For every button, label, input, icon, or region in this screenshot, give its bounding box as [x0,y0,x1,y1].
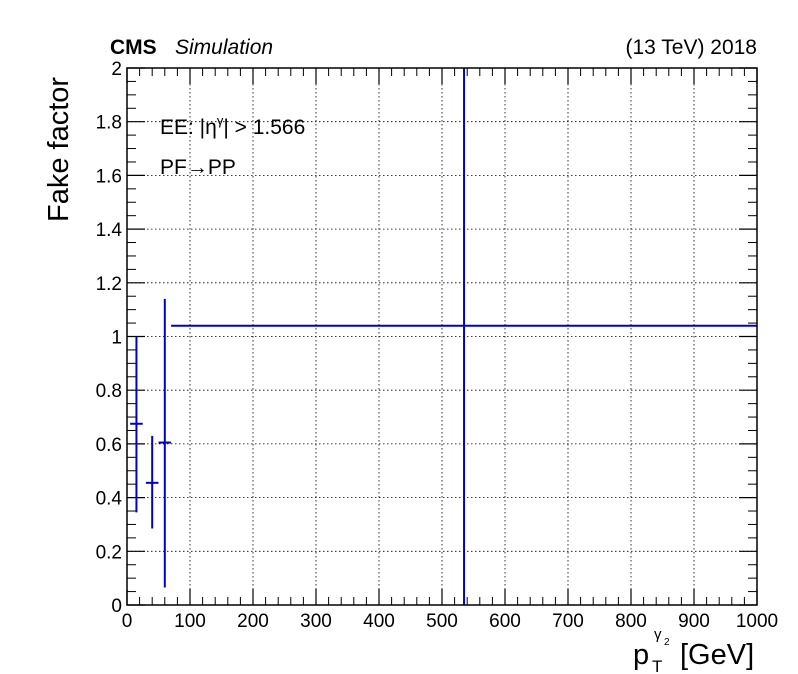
y-tick-label: 1.8 [96,113,122,134]
data-point [145,435,159,529]
y-tick-label: 1.6 [96,166,122,187]
cms-label: CMS [110,36,157,59]
region-superscript: γ [217,113,224,128]
x-axis-title: p T γ 2 [GeV] [633,626,754,674]
grid-lines [127,68,757,605]
x-tick-label: 700 [552,611,584,632]
region-annotation: EE: |ηγ| > 1.566 [160,113,305,139]
y-tick-label: 0.8 [96,381,122,402]
x-tick-label: 900 [678,611,710,632]
data-point [171,68,757,605]
x-tick-label: 200 [237,611,269,632]
x-tick-labels: 0 100 200 300 400 500 600 700 800 900 1000 [122,611,778,632]
x-tick-label: 500 [426,611,458,632]
region-suffix: | > 1.566 [223,116,305,139]
y-tick-label: 0.6 [96,435,122,456]
x-tick-label: 0 [122,611,133,632]
x-tick-label: 100 [174,611,206,632]
y-tick-label: 1.4 [96,220,123,241]
y-axis-title: Fake factor [43,77,75,222]
x-tick-label: 800 [615,611,647,632]
y-tick-label: 0.2 [96,542,122,563]
x-axis-title-base: p [633,639,649,671]
simulation-label: Simulation [175,36,273,59]
x-tick-label: 400 [363,611,395,632]
y-tick-label: 0 [111,596,122,617]
y-tick-labels: 0 0.2 0.4 0.6 0.8 1 1.2 1.4 1.6 1.8 2 [96,59,123,617]
x-axis-title-superscript: γ [654,626,662,643]
transition-annotation: PF→PP [160,156,236,179]
data-series [130,68,757,605]
region-prefix: EE: |η [160,116,217,139]
energy-year-label: (13 TeV) 2018 [625,36,757,59]
x-axis-title-unit: [GeV] [680,639,754,671]
x-tick-label: 300 [300,611,332,632]
y-tick-label: 2 [111,59,122,80]
y-tick-label: 1.2 [96,274,122,295]
y-tick-label: 0.4 [96,489,123,510]
data-point [130,336,143,513]
plot-frame [126,67,758,606]
x-tick-label: 600 [489,611,521,632]
x-axis-title-subscript: T [652,657,662,674]
x-tick-label: 1000 [736,611,778,632]
data-point [158,298,172,588]
y-tick-label: 1 [111,328,122,349]
x-axis-title-superscript-sub: 2 [664,637,670,648]
